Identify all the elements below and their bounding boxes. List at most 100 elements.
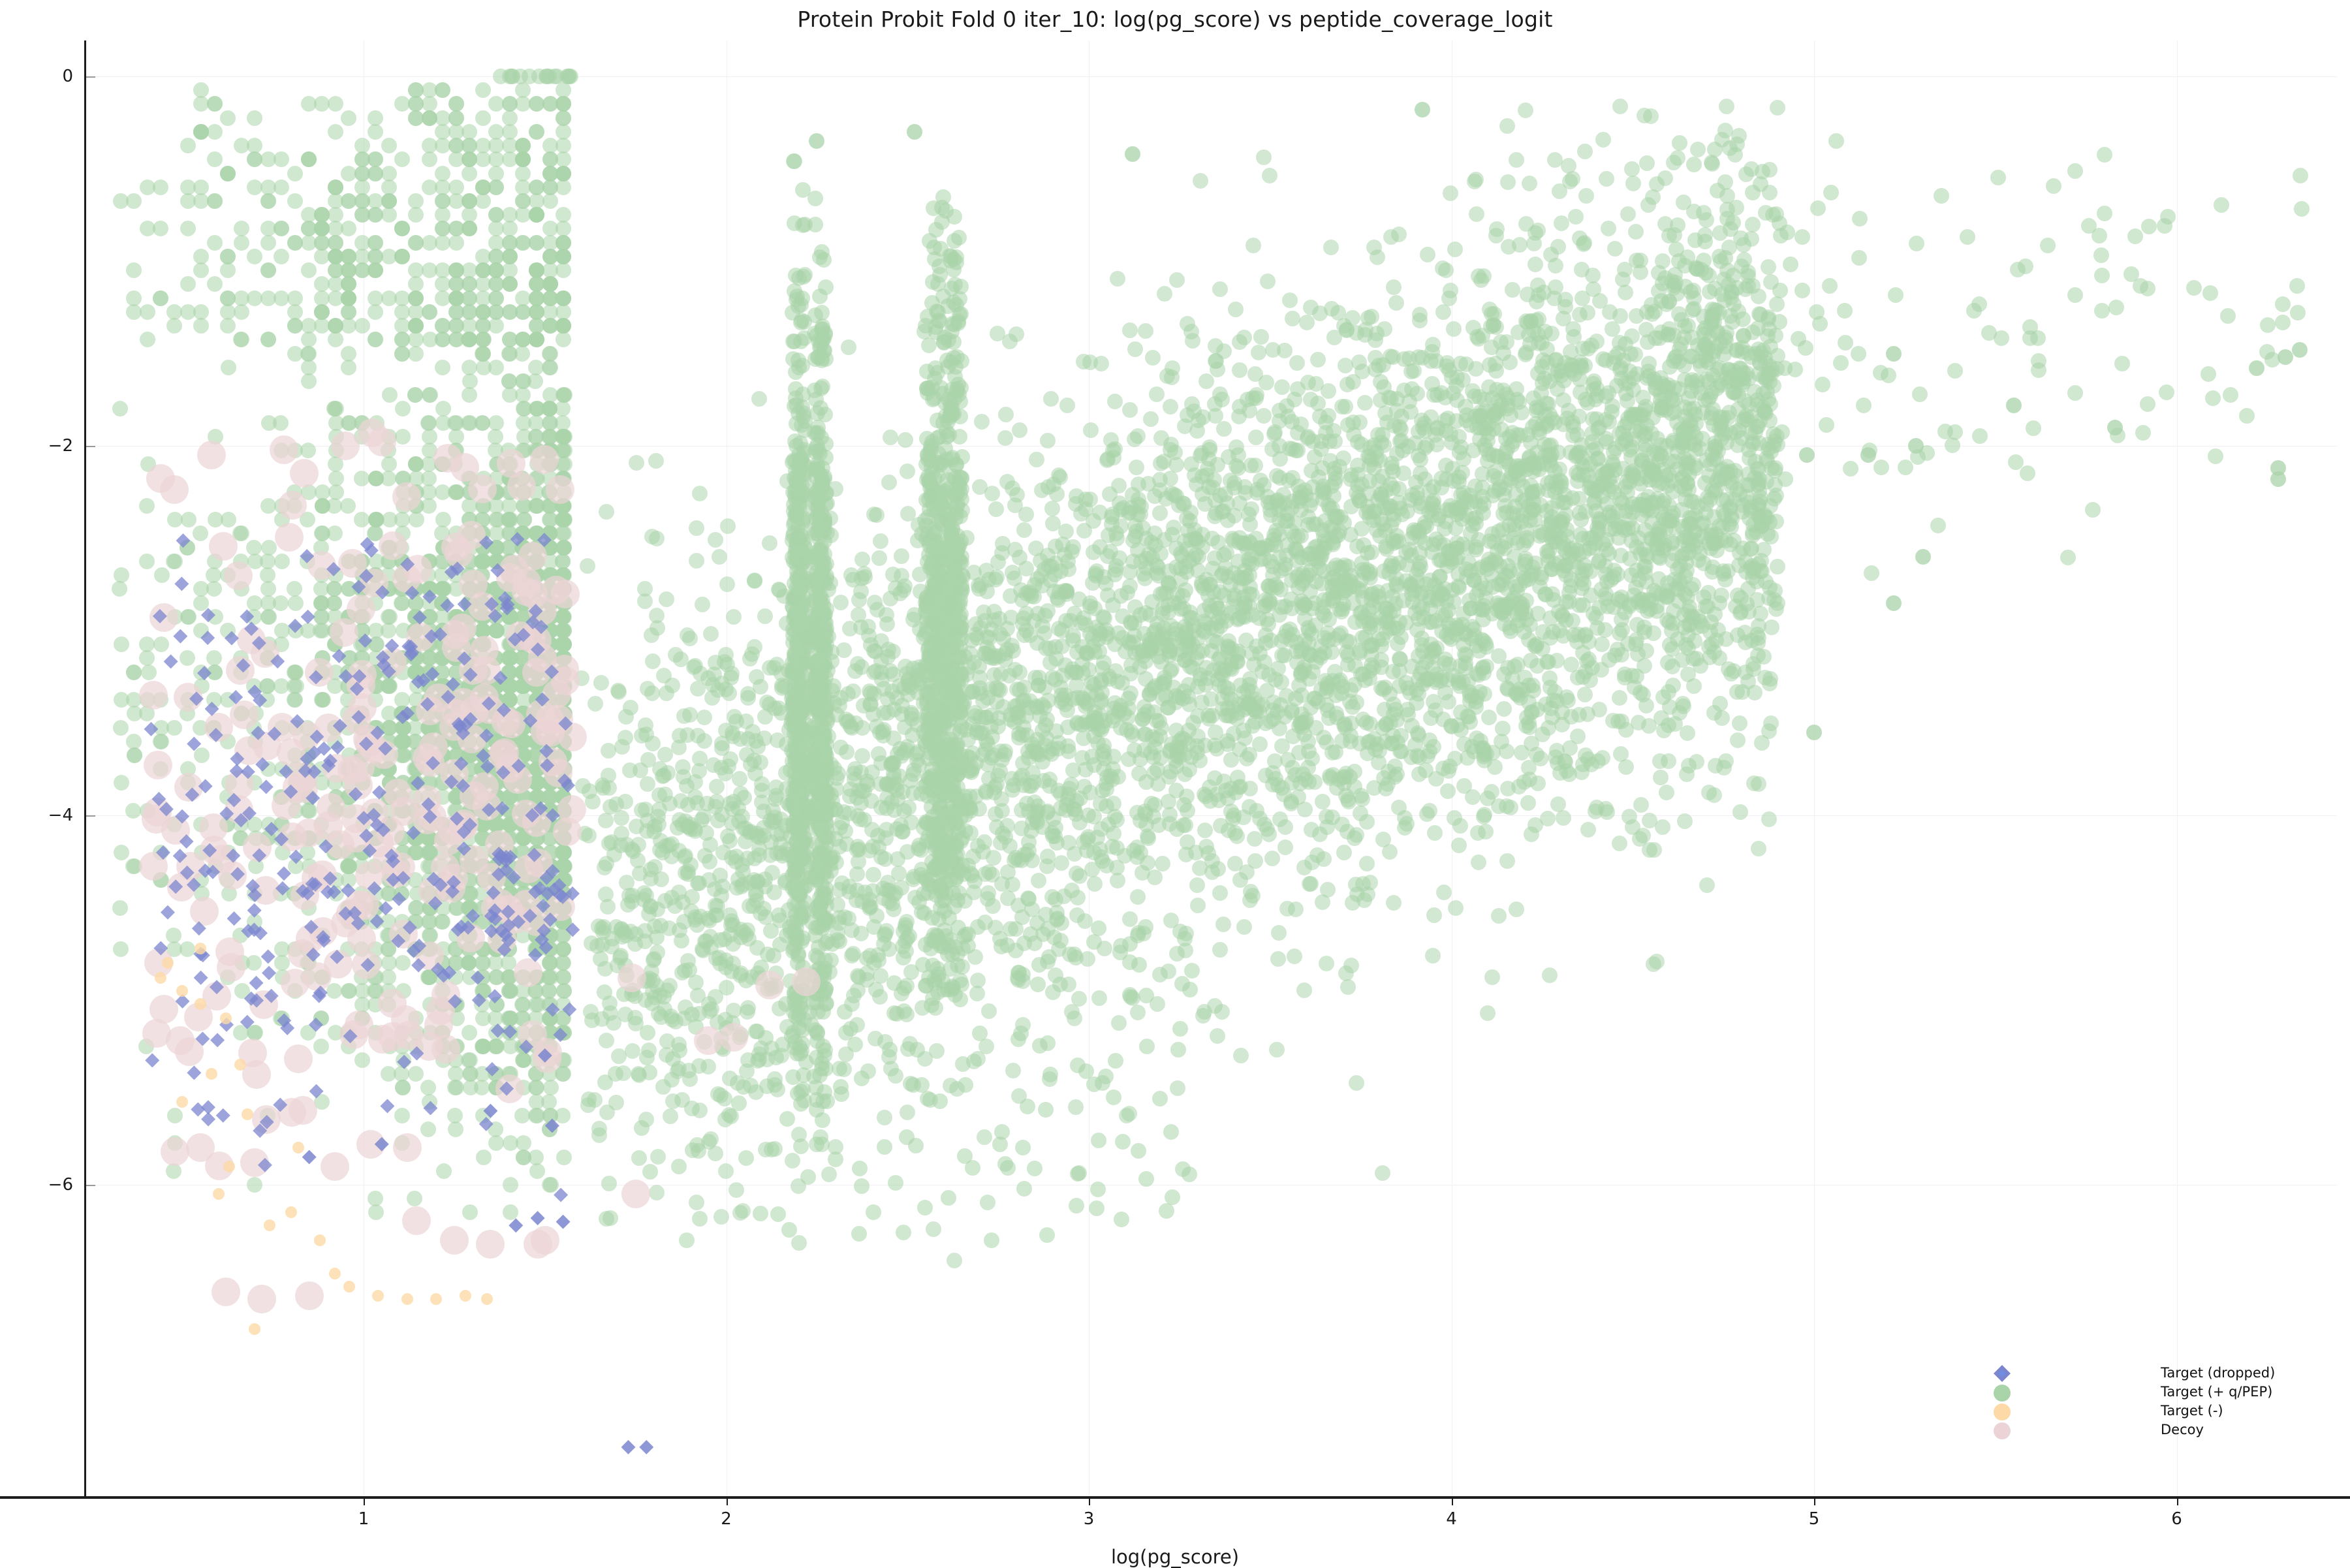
data-point-target-pos: [394, 332, 411, 348]
data-point-target-pos: [354, 318, 370, 334]
data-point-target-pos: [193, 304, 210, 320]
data-point-target-pos: [448, 110, 464, 126]
data-point-target-pos: [180, 608, 196, 625]
data-point-target-pos: [328, 484, 344, 500]
data-point-target-pos: [301, 359, 317, 375]
data-point-target-pos: [515, 96, 531, 112]
data-point-target-pos: [327, 332, 343, 348]
data-point-target-pos: [501, 304, 518, 320]
data-point-target-pos: [220, 165, 236, 181]
data-point-target-pos: [555, 941, 571, 958]
data-point-target-pos: [556, 207, 572, 223]
data-point-target-pos: [448, 290, 464, 306]
data-point-target-pos: [462, 165, 478, 181]
data-point-target-pos: [193, 595, 209, 611]
data-point-target-pos: [113, 941, 129, 958]
data-point-target-pos: [925, 200, 941, 216]
data-point-target-pos: [448, 428, 464, 445]
data-point-target-pos: [381, 387, 398, 403]
data-point-target-pos: [435, 221, 451, 237]
data-point-target-pos: [140, 664, 157, 680]
data-point-target-pos: [220, 290, 236, 306]
data-point-target-pos: [139, 179, 155, 195]
data-point-target-pos: [421, 262, 437, 279]
data-point-target-pos: [556, 525, 572, 542]
data-point-target-pos: [475, 248, 491, 264]
data-point-target-pos: [515, 138, 531, 154]
data-point-target-pos: [313, 1038, 330, 1054]
data-point-target-pos: [501, 110, 518, 126]
data-point-target-pos: [192, 525, 208, 542]
data-point-target-pos: [368, 123, 384, 140]
data-point-target-pos: [114, 636, 130, 653]
data-point-target-pos: [420, 497, 437, 514]
data-point-target-pos: [113, 719, 129, 736]
data-point-target-pos: [112, 401, 128, 417]
data-point-target-pos: [314, 96, 330, 112]
data-point-target-pos: [475, 82, 491, 99]
data-point-target-pos: [488, 318, 505, 334]
data-point-target-pos: [528, 262, 544, 279]
data-point-target-pos: [166, 719, 182, 736]
data-point-target-pos: [943, 248, 959, 264]
data-point-target-pos: [314, 276, 330, 292]
data-point-target-pos: [180, 138, 196, 154]
data-point-target-pos: [421, 110, 437, 126]
data-point-target-pos: [314, 304, 330, 320]
data-point-target-pos: [542, 1080, 559, 1096]
data-point-target-pos: [448, 234, 464, 251]
data-point-target-pos: [153, 636, 169, 653]
data-point-target-pos: [326, 581, 343, 597]
data-point-target-pos: [952, 278, 969, 294]
data-point-target-pos: [381, 623, 397, 638]
data-point-target-pos: [220, 318, 236, 334]
data-point-target-pos: [125, 733, 142, 749]
data-point-target-pos: [556, 844, 572, 860]
data-point-target-pos: [394, 1080, 411, 1096]
data-point-target-pos: [193, 747, 210, 764]
data-point-target-pos: [381, 969, 397, 985]
data-point-target-pos: [287, 290, 303, 306]
data-point-target-pos: [126, 664, 142, 680]
data-point-target-pos: [501, 248, 518, 264]
data-point-target-pos: [882, 430, 898, 446]
chart-title: Protein Probit Fold 0 iter_10: log(pg_sc…: [797, 7, 1553, 32]
data-point-target-pos: [950, 230, 967, 246]
data-point-target-pos: [287, 165, 303, 181]
data-point-target-pos: [207, 512, 223, 528]
data-point-target-pos: [421, 428, 437, 445]
data-point-target-pos: [556, 221, 572, 237]
data-point-target-pos: [921, 473, 937, 489]
data-point-target-pos: [221, 359, 237, 375]
data-point-target-pos: [206, 581, 222, 597]
data-point-target-pos: [327, 123, 343, 140]
data-point-target-pos: [354, 512, 370, 528]
data-point-target-pos: [220, 110, 236, 126]
data-point-target-pos: [300, 151, 317, 168]
data-point-target-pos: [125, 858, 142, 874]
data-point-target-pos: [796, 413, 813, 429]
data-point-target-pos: [488, 1135, 504, 1152]
data-point-target-pos: [139, 304, 155, 320]
data-point-target-pos: [554, 401, 571, 417]
data-point-target-pos: [153, 567, 170, 584]
data-point-target-pos: [139, 553, 155, 569]
data-point-target-pos: [527, 359, 544, 375]
gridline-horizontal: [85, 76, 2337, 77]
data-point-target-pos: [503, 1177, 519, 1193]
data-point-target-pos: [527, 1149, 544, 1165]
data-point-target-pos: [420, 1121, 437, 1138]
data-point-target-pos: [407, 290, 424, 306]
data-point-target-pos: [180, 650, 196, 666]
data-point-target-pos: [488, 221, 505, 237]
data-point-target-pos: [381, 165, 397, 181]
data-point-target-pos: [193, 179, 210, 195]
data-point-target-pos: [542, 221, 558, 237]
data-point-target-pos: [206, 96, 223, 112]
data-point-target-pos: [326, 595, 343, 611]
data-point-target-pos: [407, 304, 424, 320]
data-point-target-pos: [528, 123, 544, 140]
data-point-target-pos: [340, 359, 356, 375]
data-point-target-pos: [341, 345, 357, 362]
data-point-target-pos: [461, 1052, 477, 1068]
